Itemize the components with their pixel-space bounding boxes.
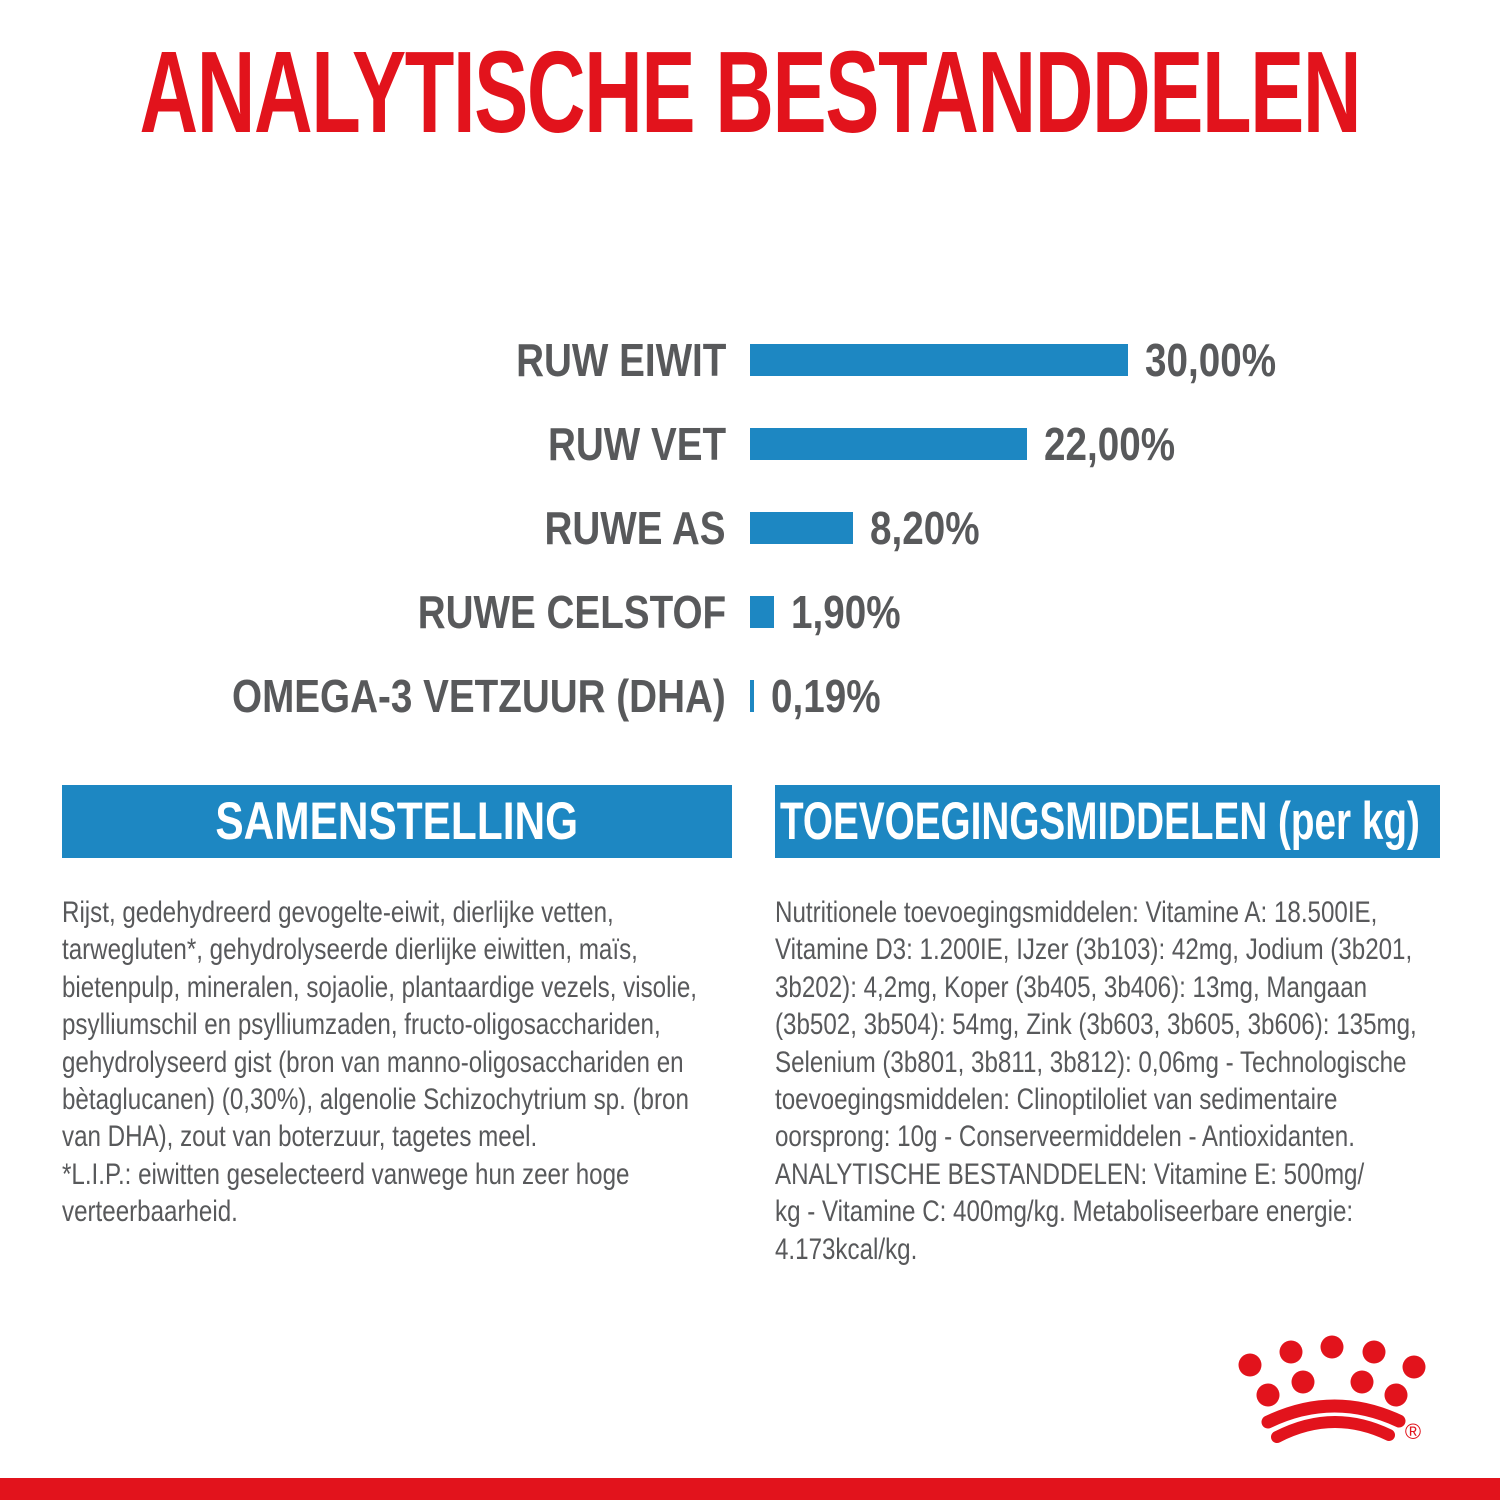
chart-bar-cell: 8,20%	[750, 501, 1001, 555]
chart-label-cell: RUW EIWIT	[0, 333, 726, 387]
registered-trademark-icon: ®	[1405, 1419, 1421, 1444]
chart-category-label: RUW EIWIT	[515, 334, 726, 386]
chart-row: RUWE CELSTOF 1,90%	[0, 570, 1500, 654]
chart-bar	[750, 512, 854, 544]
chart-category-label: RUW VET	[547, 418, 726, 470]
chart-value-label: 8,20%	[870, 502, 980, 554]
chart-bar	[750, 680, 754, 712]
chart-category-label: RUWE CELSTOF	[417, 586, 726, 638]
footer-red-bar	[0, 1478, 1500, 1500]
chart-bar	[750, 596, 774, 628]
chart-value-label: 22,00%	[1044, 418, 1176, 470]
composition-header-banner: SAMENSTELLING	[62, 785, 732, 858]
chart-bar	[750, 428, 1028, 460]
chart-category-label: OMEGA-3 VETZUUR (DHA)	[232, 670, 726, 722]
chart-bar-cell: 1,90%	[750, 585, 921, 639]
chart-value-label: 0,19%	[771, 670, 881, 722]
royal-canin-crown-icon: ®	[1238, 1335, 1426, 1444]
chart-row: OMEGA-3 VETZUUR (DHA) 0,19%	[0, 654, 1500, 738]
chart-row: RUWE AS 8,20%	[0, 486, 1500, 570]
chart-label-cell: RUW VET	[0, 417, 726, 471]
page-title: ANALYTISCHE BESTANDDELEN	[0, 34, 1500, 150]
chart-value-label: 1,90%	[790, 586, 901, 638]
chart-label-cell: OMEGA-3 VETZUUR (DHA)	[0, 669, 726, 723]
additives-section: TOEVOEGINGSMIDDELEN (per kg) Nutritionel…	[775, 785, 1440, 1268]
chart-label-cell: RUWE CELSTOF	[0, 585, 726, 639]
composition-section: SAMENSTELLING Rijst, gedehydreerd gevoge…	[62, 785, 732, 1231]
chart-value-label: 30,00%	[1145, 334, 1277, 386]
additives-header-banner: TOEVOEGINGSMIDDELEN (per kg)	[775, 785, 1440, 858]
chart-bar-cell: 0,19%	[750, 669, 901, 723]
composition-heading: SAMENSTELLING	[215, 792, 579, 851]
chart-label-cell: RUWE AS	[0, 501, 726, 555]
chart-row: RUW VET 22,00%	[0, 402, 1500, 486]
additives-text: Nutritionele toevoegingsmiddelen: Vitami…	[775, 896, 1417, 1266]
chart-bar	[750, 344, 1128, 376]
chart-bar-cell: 30,00%	[750, 333, 1301, 387]
chart-row: RUW EIWIT 30,00%	[0, 318, 1500, 402]
composition-text: Rijst, gedehydreerd gevogelte-eiwit, die…	[62, 896, 697, 1229]
chart-bar-cell: 22,00%	[750, 417, 1200, 471]
chart-category-label: RUWE AS	[544, 502, 726, 554]
page-title-text: ANALYTISCHE BESTANDDELEN	[139, 27, 1362, 157]
analytical-constituents-chart: RUW EIWIT 30,00% RUW VET 22,00% RUWE AS 8,20%…	[0, 318, 1500, 738]
additives-heading: TOEVOEGINGSMIDDELEN (per kg)	[780, 792, 1420, 851]
